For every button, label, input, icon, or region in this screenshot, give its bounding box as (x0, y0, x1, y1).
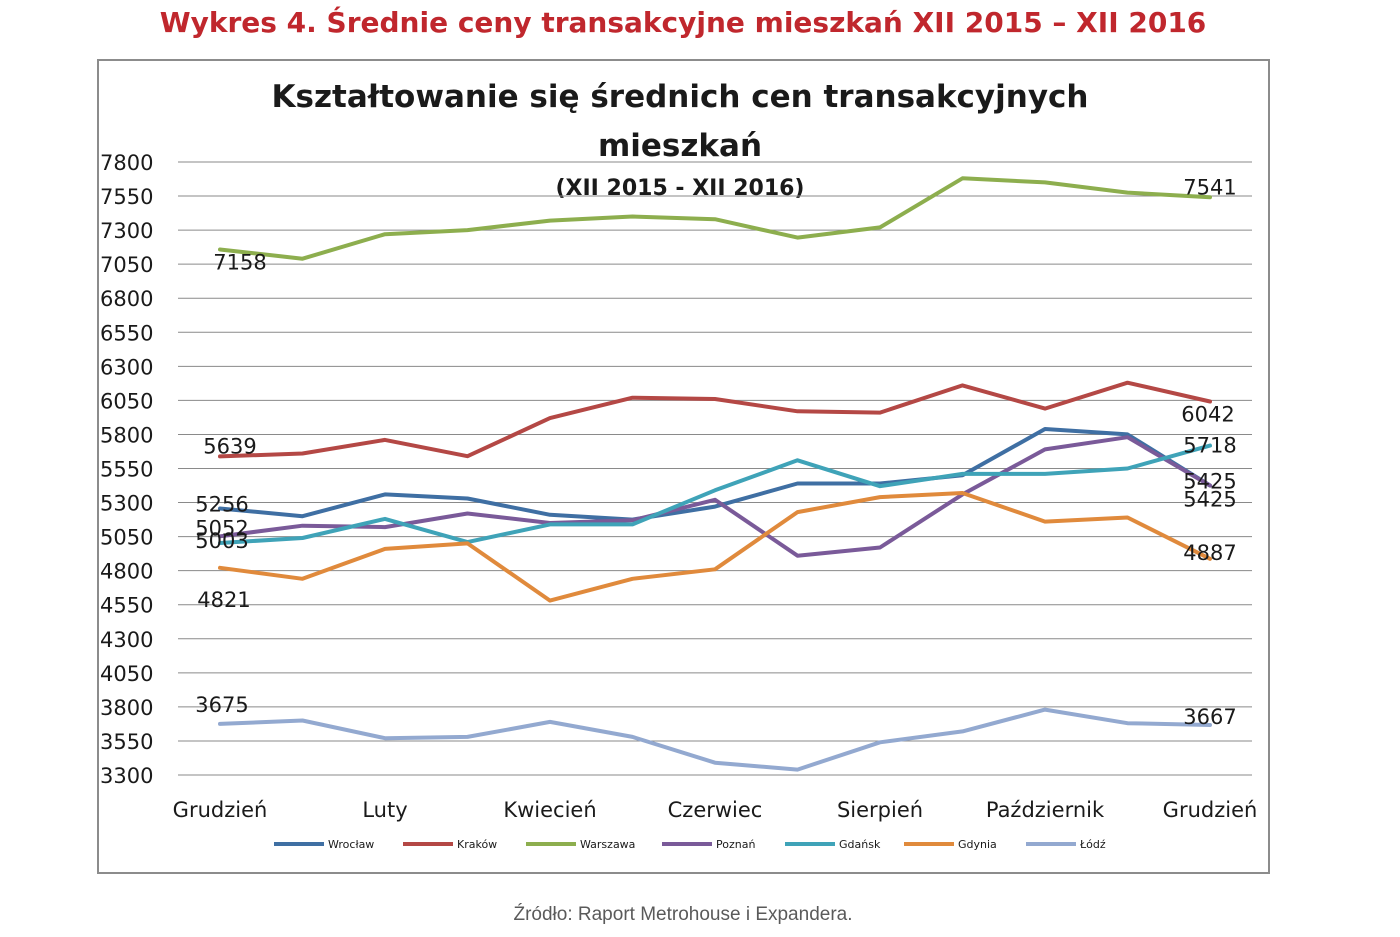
y-tick-label: 4800 (100, 560, 153, 584)
data-label: 5718 (1183, 434, 1236, 458)
y-tick-label: 3800 (100, 696, 153, 720)
x-tick-label: Sierpień (837, 798, 923, 822)
legend-label-Kraków: Kraków (457, 838, 497, 851)
figure-title: Wykres 4. Średnie ceny transakcyjne mies… (159, 6, 1207, 39)
chart-subtitle: (XII 2015 - XII 2016) (555, 176, 804, 201)
data-label: 4821 (197, 588, 250, 612)
legend: Wrocław Kraków Warszawa Poznań Gdańsk Gdynia Ł… (274, 838, 1106, 851)
data-label: 7541 (1183, 175, 1236, 199)
data-label: 7158 (213, 250, 266, 274)
series-line-Łódź (218, 707, 1212, 772)
legend-label-Poznań: Poznań (716, 838, 755, 851)
series-line-Kraków (218, 380, 1212, 459)
y-tick-label: 7800 (100, 151, 153, 175)
series-line-Gdańsk (218, 443, 1212, 545)
x-tick-label: Kwiecień (503, 798, 596, 822)
y-tick-label: 6300 (100, 355, 153, 379)
x-tick-label: Październik (986, 798, 1105, 822)
y-tick-label: 4050 (100, 662, 153, 686)
x-tick-label: Grudzień (173, 798, 268, 822)
y-tick-label: 4550 (100, 594, 153, 618)
y-tick-label: 6550 (100, 321, 153, 345)
y-tick-label: 7550 (100, 185, 153, 209)
data-label: 3675 (195, 693, 248, 717)
series-line-Wrocław (218, 427, 1212, 522)
legend-label-Gdynia: Gdynia (958, 838, 997, 851)
x-tick-label: Grudzień (1163, 798, 1258, 822)
y-tick-label: 4300 (100, 628, 153, 652)
series-line-Poznań (218, 435, 1212, 558)
y-tick-label: 3550 (100, 730, 153, 754)
y-tick-label: 6800 (100, 287, 153, 311)
chart-title-line1: Kształtowanie się średnich cen transakcy… (271, 79, 1088, 115)
y-tick-label: 6050 (100, 389, 153, 413)
chart-frame (97, 59, 1270, 874)
data-label: 5425 (1183, 488, 1236, 512)
gridlines (178, 161, 1252, 776)
data-label: 5425 (1183, 470, 1236, 494)
legend-label-Łódź: Łódź (1079, 838, 1106, 851)
data-label: 5003 (195, 529, 248, 553)
x-tick-label: Czerwiec (668, 798, 763, 822)
y-tick-label: 7050 (100, 253, 153, 277)
series-line-Gdynia (218, 491, 1212, 603)
y-tick-label: 7300 (100, 219, 153, 243)
legend-label-Gdańsk: Gdańsk (839, 838, 881, 851)
series-line-Warszawa (218, 176, 1212, 261)
y-tick-label: 3300 (100, 764, 153, 788)
y-axis-ticks: 3300 3550 3800 4050 4300 4550 4800 5050 5300 5550… (100, 151, 153, 788)
y-tick-label: 5550 (100, 458, 153, 482)
data-label: 4887 (1183, 541, 1236, 565)
source-note: Źródło: Raport Metrohouse i Expandera. (513, 904, 853, 925)
x-axis-ticks: Grudzień Luty Kwiecień Czerwiec Sierpień Paźd… (173, 798, 1258, 822)
data-label: 5052 (195, 516, 248, 540)
series-lines (218, 176, 1212, 772)
y-tick-label: 5800 (100, 423, 153, 447)
y-tick-label: 5300 (100, 492, 153, 516)
data-label: 6042 (1181, 402, 1234, 426)
data-label: 5256 (195, 493, 248, 517)
data-label: 3667 (1183, 705, 1236, 729)
y-tick-label: 5050 (100, 526, 153, 550)
legend-label-Warszawa: Warszawa (580, 838, 635, 851)
chart-title-line2: mieszkań (598, 128, 762, 164)
legend-label-Wrocław: Wrocław (328, 838, 374, 851)
data-label: 5639 (203, 434, 256, 458)
x-tick-label: Luty (362, 798, 407, 822)
